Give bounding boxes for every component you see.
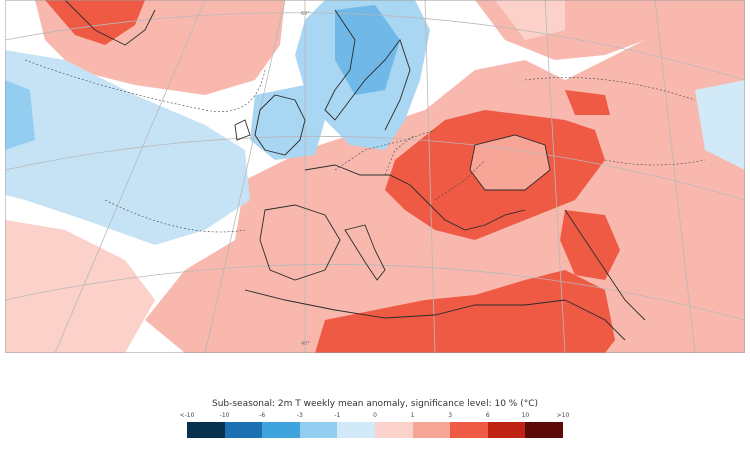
colorbar-swatch: [450, 422, 489, 438]
anomaly-blue-norway: [335, 5, 400, 95]
anomaly-light-red-arctic-ne: [495, 0, 565, 40]
colorbar-swatch: [525, 422, 564, 438]
anomaly-blue-atlantic-patch: [5, 80, 35, 150]
anomaly-map: 60° 40°: [5, 0, 745, 353]
anomaly-red-middleeast: [560, 210, 620, 280]
coastlines: [64, 0, 646, 341]
colorbar-swatch: [187, 422, 226, 438]
colorbar-tick-label: -1: [334, 412, 341, 419]
colorbar-tick-label: 3: [448, 412, 453, 419]
colorbar-swatch: [337, 422, 376, 438]
colorbar: [187, 422, 564, 438]
black-sea: [470, 135, 550, 190]
anomaly-red-volga: [565, 90, 610, 115]
grid-label-bottom: 40°: [301, 341, 310, 347]
colorbar-tick-label: 10: [521, 412, 530, 419]
anomaly-red-greenland-tip: [45, 0, 145, 45]
anomaly-light-red-west-atlantic: [5, 220, 155, 353]
anomaly-light-blue-britain: [250, 85, 325, 160]
graticule: [5, 0, 745, 353]
anomaly-red-sahara: [315, 270, 615, 353]
colorbar-swatch: [224, 422, 263, 438]
colorbar-tick-label: <-10: [179, 412, 195, 419]
colorbar-swatch: [262, 422, 301, 438]
colorbar-tick-label: >10: [556, 412, 570, 419]
colorbar-tick-label: 6: [485, 412, 490, 419]
anomaly-light-blue-atlantic: [5, 50, 250, 245]
grid-label-top: 60°: [301, 11, 310, 17]
colorbar-swatch: [487, 422, 526, 438]
map-caption: Sub-seasonal: 2m T weekly mean anomaly, …: [211, 399, 539, 409]
colorbar-tick-label: -3: [296, 412, 303, 419]
colorbar-swatch: [375, 422, 414, 438]
colorbar-tick-label: -10: [219, 412, 230, 419]
colorbar-swatch: [299, 422, 338, 438]
colorbar-swatch: [412, 422, 451, 438]
country-borders: [24, 59, 706, 233]
colorbar-tick-label: 1: [410, 412, 415, 419]
anomaly-light-blue-east: [695, 80, 745, 170]
colorbar-tick-label: -6: [259, 412, 266, 419]
colorbar-tick-label: 0: [373, 412, 377, 419]
